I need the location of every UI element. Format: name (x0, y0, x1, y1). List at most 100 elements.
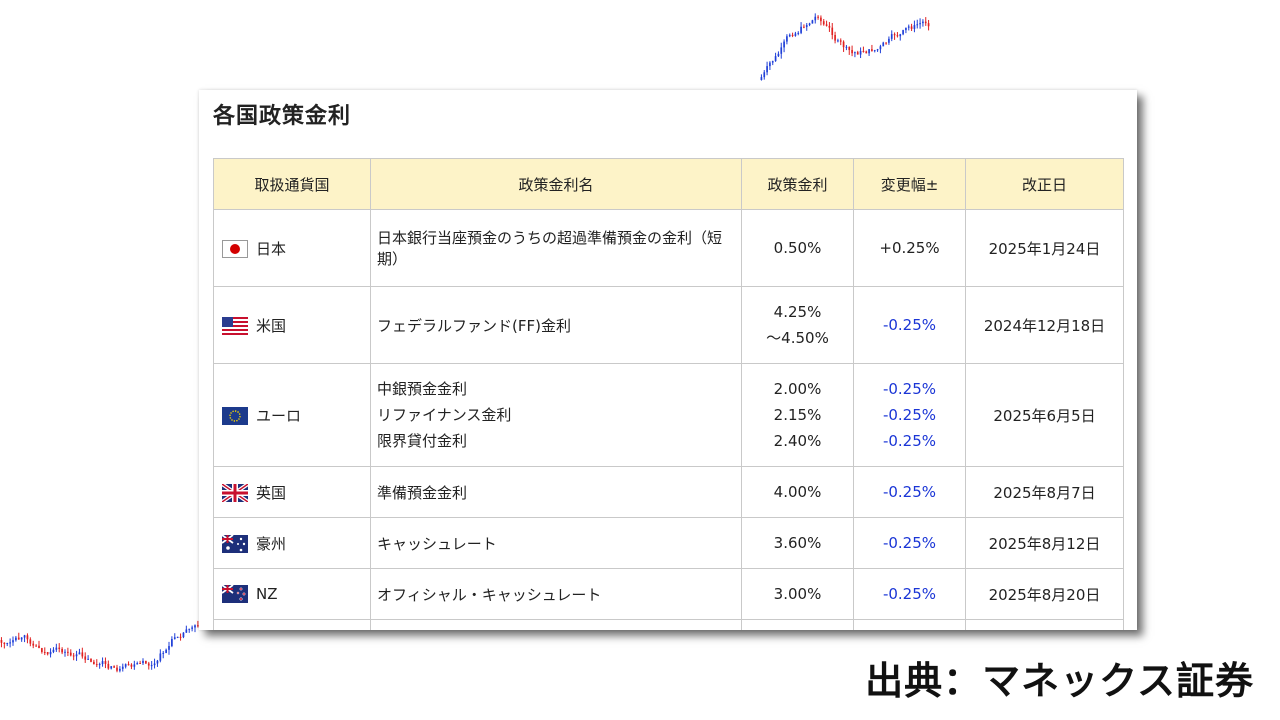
candle-body (116, 667, 118, 671)
candle-body (871, 49, 873, 51)
candle-body (46, 652, 49, 655)
change-line: -0.25% (882, 432, 937, 450)
rate-name-cell: 準備預金金利 (370, 466, 742, 518)
candle-body (119, 668, 121, 671)
candle-body (113, 666, 115, 668)
empty-cell (965, 619, 1124, 630)
candle-body (848, 46, 851, 50)
candle-body (182, 632, 185, 638)
country-cell: 米国 (213, 286, 371, 364)
table-row: 英国 準備預金金利 4.00% -0.25% 2025年8月7日 (213, 466, 1124, 518)
country-cell: NZ (213, 568, 371, 620)
candle-body (58, 647, 61, 649)
date-cell: 2025年6月5日 (965, 363, 1124, 467)
candle-body (81, 652, 84, 657)
candle-body (84, 656, 87, 660)
rate-cell: 3.60% (741, 517, 854, 569)
candle-body (142, 660, 144, 664)
candle-body (888, 38, 890, 43)
table-row: NZ オフィシャル・キャッシュレート 3.00% -0.25% 2025年8月2… (213, 568, 1124, 620)
candle-body (3, 642, 6, 645)
candle-body (890, 34, 893, 39)
rate-cell: 3.00% (741, 568, 854, 620)
candle-body (797, 32, 800, 34)
header-change: 変更幅± (853, 158, 966, 210)
candle-body (165, 649, 167, 653)
candle-body (868, 49, 870, 54)
candle-body (899, 34, 902, 37)
header-date: 改正日 (965, 158, 1124, 210)
candle-body (153, 663, 156, 666)
candle-body (55, 647, 58, 650)
candle-body (176, 636, 179, 638)
candle-body (127, 664, 130, 666)
country-cell: 日本 (213, 209, 371, 287)
candle-body (95, 664, 98, 666)
change-cell: -0.25% (853, 568, 966, 620)
candle-body (173, 637, 176, 639)
candle-body (32, 643, 35, 646)
candle-body (839, 40, 842, 42)
candle-body (6, 643, 9, 645)
candle-body (837, 40, 839, 42)
candle-body (814, 16, 817, 21)
rate-line: 2.00% (773, 380, 822, 398)
candle-body (763, 72, 766, 78)
candle-body (774, 56, 777, 62)
country-cell: ユーロ (213, 363, 371, 467)
date-cell: 2025年8月7日 (965, 466, 1124, 518)
empty-cell (370, 619, 742, 630)
rate-name-cell: 日本銀行当座預金のうちの超過準備預金の金利（短期） (370, 209, 742, 287)
candle-body (41, 648, 43, 652)
candle-body (93, 661, 95, 665)
candle-body (769, 62, 771, 67)
rate-cell: 4.25% ～4.50% (741, 286, 854, 364)
candle-body (64, 651, 66, 653)
candle-body (760, 77, 763, 80)
candle-body (924, 21, 927, 24)
candle-body (162, 652, 165, 654)
change-cell: -0.25% (853, 517, 966, 569)
candle-body (67, 651, 69, 653)
candle-body (794, 33, 797, 36)
candle-body (777, 53, 780, 57)
candle-body (820, 17, 822, 22)
candle-body (876, 49, 879, 51)
candle-body (179, 636, 182, 638)
candle-body (845, 46, 848, 48)
candle-body (907, 26, 910, 28)
change-cell: -0.25% -0.25% -0.25% (853, 363, 966, 467)
empty-cell (853, 619, 966, 630)
candle-body (15, 637, 17, 641)
candle-body (791, 34, 794, 36)
table-row-partial (213, 619, 1124, 630)
policy-rate-card: 各国政策金利 取扱通貨国 政策金利名 政策金利 変更幅± 改正日 (199, 90, 1137, 630)
candle-body (811, 20, 814, 24)
rate-cell: 4.00% (741, 466, 854, 518)
candle-body (879, 46, 882, 50)
change-cell: -0.25% (853, 466, 966, 518)
rate-name-cell: フェデラルファンド(FF)金利 (370, 286, 742, 364)
candle-body (851, 49, 853, 54)
candle-body (919, 23, 921, 25)
candle-body (159, 653, 162, 661)
candle-body (121, 666, 124, 669)
candle-body (885, 42, 887, 44)
candle-body (124, 664, 127, 667)
candle-body (856, 52, 859, 55)
empty-cell (741, 619, 854, 630)
candle-body (185, 629, 188, 633)
table-row: 豪州 キャッシュレート 3.60% -0.25% 2025年8月12日 (213, 517, 1124, 569)
date-cell: 2025年1月24日 (965, 209, 1124, 287)
candle-body (75, 654, 78, 657)
date-cell: 2025年8月12日 (965, 517, 1124, 569)
candle-body (38, 645, 40, 649)
candle-body (896, 35, 899, 37)
date-cell: 2025年8月20日 (965, 568, 1124, 620)
rate-name-cell: キャッシュレート (370, 517, 742, 569)
candle-body (882, 42, 885, 47)
candle-body (49, 651, 52, 655)
candle-body (786, 36, 788, 42)
candle-body (147, 663, 150, 666)
candle-body (927, 23, 930, 27)
